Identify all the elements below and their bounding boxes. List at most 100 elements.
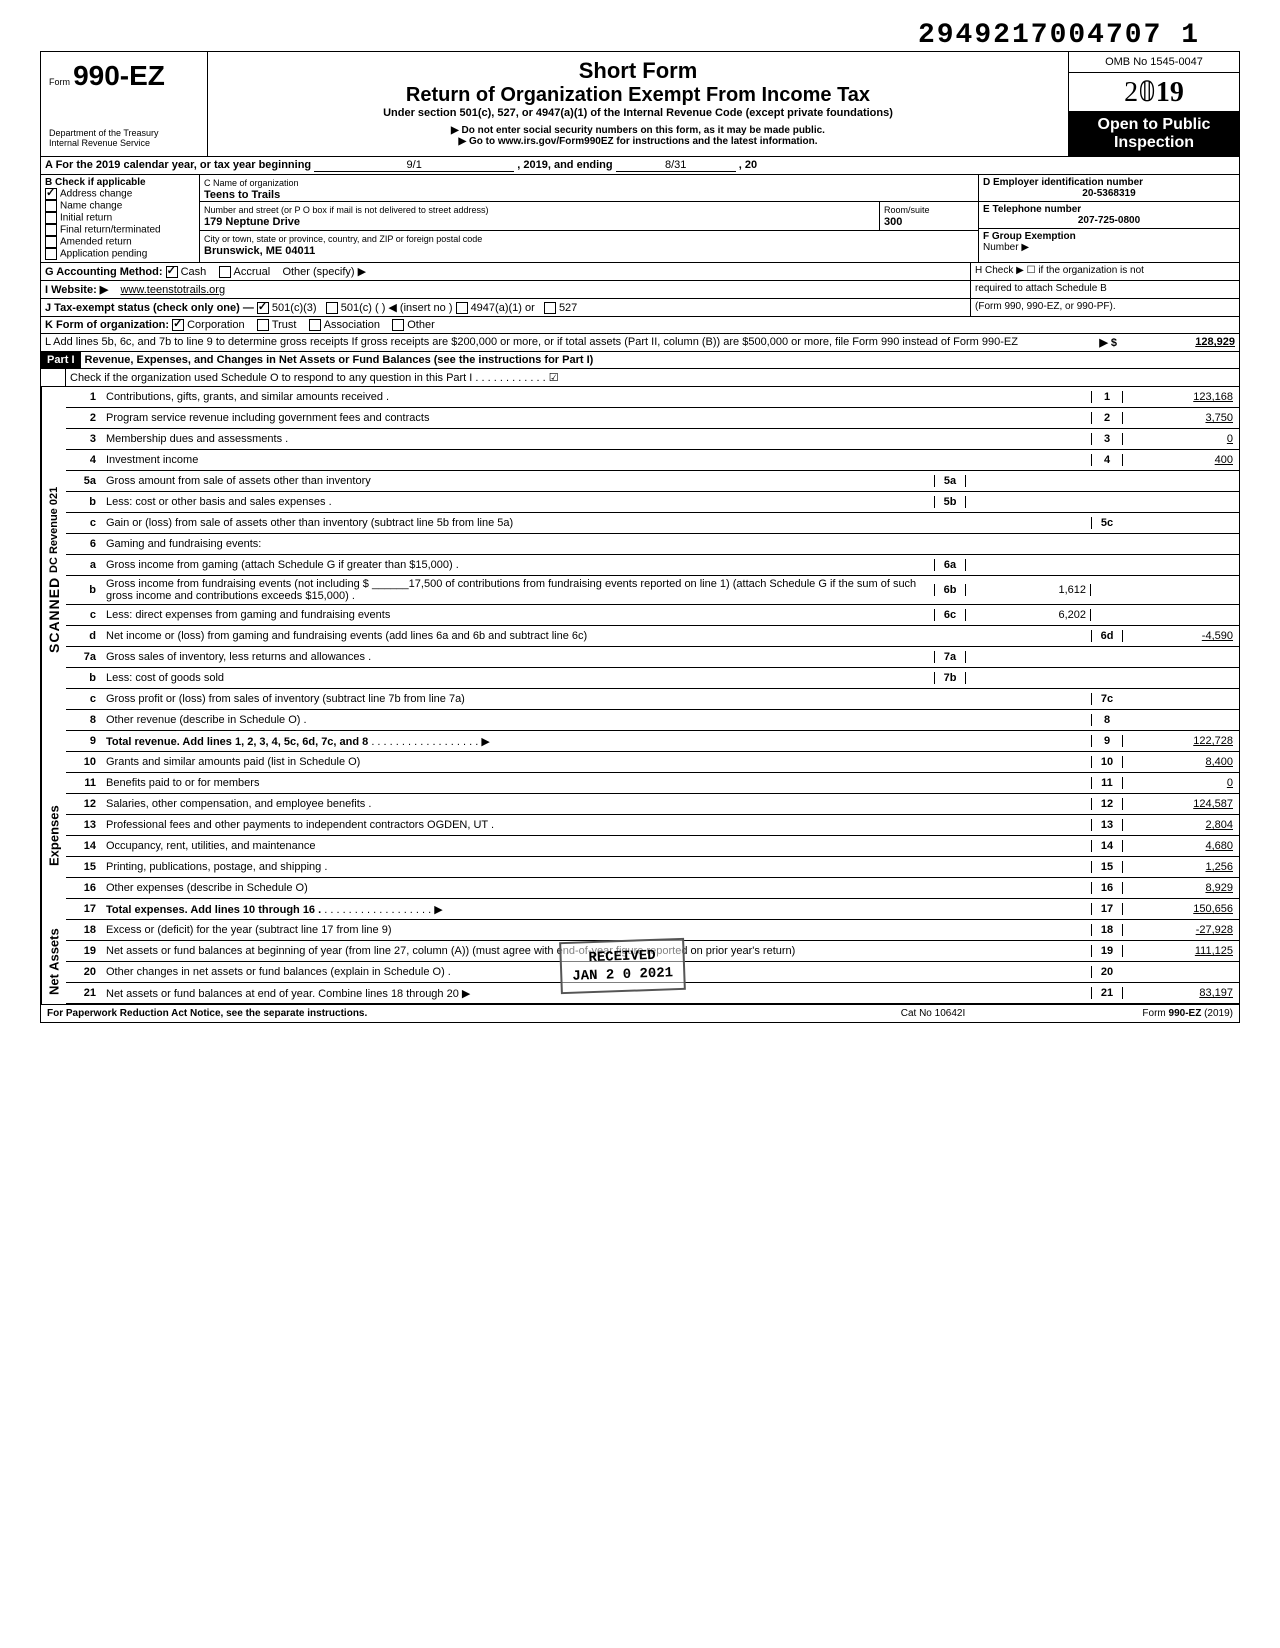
box-num: 10 (1091, 756, 1122, 768)
H-label3: (Form 990, 990-EZ, or 990-PF). (975, 301, 1116, 312)
line-num: 4 (66, 454, 102, 466)
dc-revenue-stamp: DC Revenue 021 (48, 487, 60, 573)
box-value: 124,587 (1122, 798, 1239, 810)
line-num: 6 (66, 538, 102, 550)
line-c: cLess: direct expenses from gaming and f… (66, 605, 1239, 626)
H-cont1: required to attach Schedule B (970, 281, 1239, 298)
line-num: 8 (66, 714, 102, 726)
box-num: 2 (1091, 412, 1122, 424)
A-mid: , 2019, and ending (517, 159, 612, 171)
chk-name-change[interactable] (45, 200, 57, 212)
H-label1: H Check ▶ ☐ if the organization is not (975, 265, 1144, 276)
line-num: 2 (66, 412, 102, 424)
line-num: b (66, 584, 102, 596)
line-num: 16 (66, 882, 102, 894)
chk-final-return[interactable] (45, 224, 57, 236)
footer-mid: Cat No 10642I (833, 1008, 1033, 1019)
subbox-label: 7b (934, 672, 966, 684)
chk-amended[interactable] (45, 236, 57, 248)
org-room: 300 (884, 216, 902, 228)
line-desc: Contributions, gifts, grants, and simila… (102, 389, 1091, 405)
chk-corp[interactable] (172, 319, 184, 331)
scanned-stamp: SCANNED (46, 577, 62, 653)
line-6: 6Gaming and fundraising events: (66, 534, 1239, 555)
tax-year: 2𝟘19 (1069, 73, 1239, 112)
lbl-insert: ) ◀ (insert no ) (382, 302, 453, 314)
line-c: cGross profit or (loss) from sales of in… (66, 689, 1239, 710)
chk-assoc[interactable] (309, 319, 321, 331)
org-name: Teens to Trails (204, 189, 280, 201)
revenue-lines: 1Contributions, gifts, grants, and simil… (66, 387, 1239, 752)
line-desc: Other expenses (describe in Schedule O) (102, 880, 1091, 896)
section-K: K Form of organization: Corporation Trus… (41, 317, 1239, 333)
line-5a: 5aGross amount from sale of assets other… (66, 471, 1239, 492)
line-num: 11 (66, 777, 102, 789)
form-prefix: Form (49, 77, 70, 87)
row-L: L Add lines 5b, 6c, and 7b to line 9 to … (40, 334, 1240, 352)
expenses-section: Expenses 10Grants and similar amounts pa… (40, 752, 1240, 920)
section-B: B Check if applicable Address change Nam… (41, 175, 200, 262)
chk-accrual[interactable] (219, 266, 231, 278)
box-value: 0 (1122, 433, 1239, 445)
chk-4947[interactable] (456, 302, 468, 314)
chk-initial-return[interactable] (45, 212, 57, 224)
line-desc: Gross income from gaming (attach Schedul… (102, 557, 934, 573)
part1-badge: Part I (41, 352, 81, 368)
chk-app-pending[interactable] (45, 248, 57, 260)
part1-header-row: Part I Revenue, Expenses, and Changes in… (40, 352, 1240, 369)
lbl-assoc: Association (324, 319, 380, 331)
A-end[interactable]: 8/31 (616, 159, 736, 172)
lbl-other-method: Other (specify) ▶ (282, 266, 366, 278)
org-address: 179 Neptune Drive (204, 216, 300, 228)
line-desc: Gross income from fundraising events (no… (102, 576, 934, 604)
line-16: 16Other expenses (describe in Schedule O… (66, 878, 1239, 899)
row-GH: G Accounting Method: Cash Accrual Other … (40, 263, 1240, 281)
L-value: 128,929 (1121, 334, 1239, 351)
line-num: b (66, 496, 102, 508)
lbl-cash: Cash (181, 266, 207, 278)
chk-501c3[interactable] (257, 302, 269, 314)
C-label: C Name of organization (204, 178, 299, 188)
section-I: I Website: ▶ www.teenstotrails.org (41, 281, 970, 298)
line-num: 14 (66, 840, 102, 852)
phone-value: 207-725-0800 (983, 215, 1235, 226)
box-num: 6d (1091, 630, 1122, 642)
lbl-accrual: Accrual (234, 266, 271, 278)
subbox-value: 1,612 (966, 584, 1091, 596)
line-3: 3Membership dues and assessments .30 (66, 429, 1239, 450)
chk-trust[interactable] (257, 319, 269, 331)
lbl-501c3: 501(c)(3) (272, 302, 317, 314)
side-expenses: Expenses (41, 752, 66, 920)
box-num: 19 (1091, 945, 1122, 957)
lbl-corp: Corporation (187, 319, 244, 331)
chk-other-org[interactable] (392, 319, 404, 331)
box-num: 21 (1091, 987, 1122, 999)
box-num: 16 (1091, 882, 1122, 894)
chk-527[interactable] (544, 302, 556, 314)
line-num: 9 (66, 735, 102, 747)
line-desc: Investment income (102, 452, 1091, 468)
box-num: 3 (1091, 433, 1122, 445)
line-desc: Less: cost or other basis and sales expe… (102, 494, 934, 510)
line-desc: Gain or (loss) from sale of assets other… (102, 515, 1091, 531)
box-num: 13 (1091, 819, 1122, 831)
box-value: 111,125 (1122, 945, 1239, 957)
G-label: G Accounting Method: (45, 266, 163, 278)
row-J: J Tax-exempt status (check only one) — 5… (40, 299, 1240, 317)
dept-treasury: Department of the Treasury (49, 128, 199, 138)
lbl-amended: Amended return (60, 237, 132, 248)
lbl-initial-return: Initial return (60, 213, 112, 224)
section-H: H Check ▶ ☐ if the organization is not (970, 263, 1239, 280)
chk-address-change[interactable] (45, 188, 57, 200)
A-begin[interactable]: 9/1 (314, 159, 514, 172)
chk-501c[interactable] (326, 302, 338, 314)
stamp-date: JAN 2 0 2021 (572, 964, 673, 986)
line-desc: Benefits paid to or for members (102, 775, 1091, 791)
line-num: 1 (66, 391, 102, 403)
subbox-label: 7a (934, 651, 966, 663)
line-desc: Excess or (deficit) for the year (subtra… (102, 922, 1091, 938)
subbox-label: 5b (934, 496, 966, 508)
form-container: 2949217004707 1 Form 990-EZ Department o… (40, 20, 1240, 1023)
L-arrow: ▶ $ (1053, 334, 1121, 351)
chk-cash[interactable] (166, 266, 178, 278)
